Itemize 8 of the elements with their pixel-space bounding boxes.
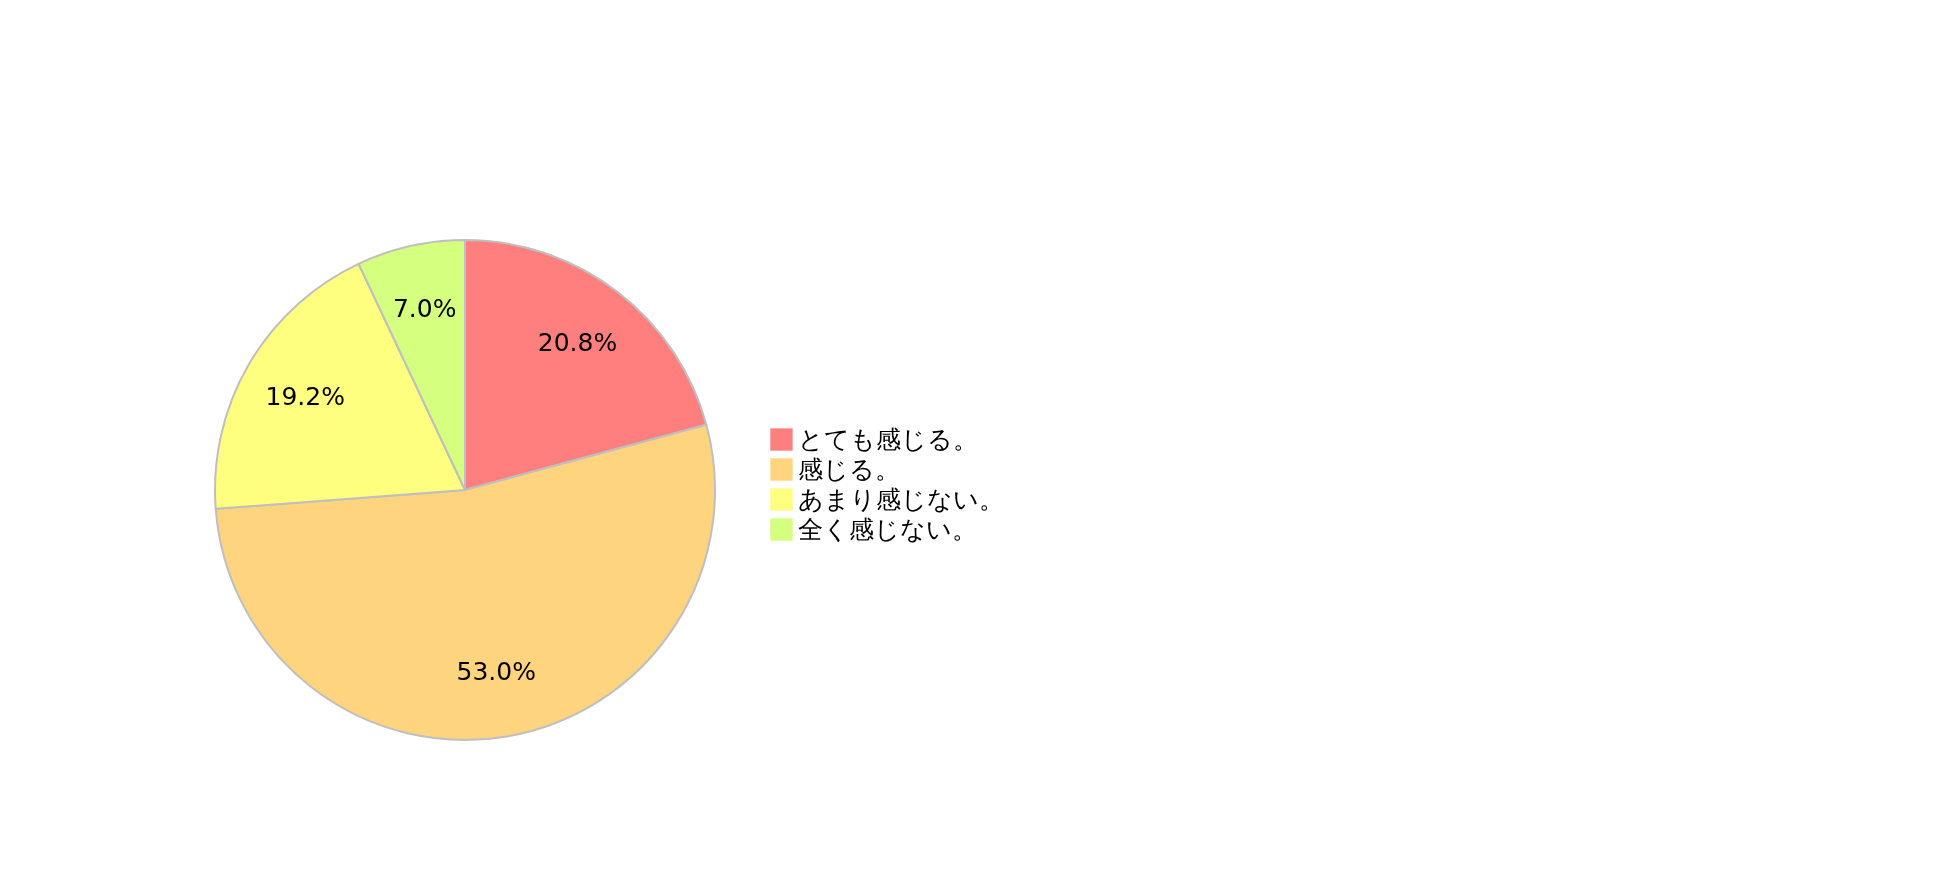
legend-label: あまり感じない。 bbox=[798, 484, 1004, 514]
data-label: 20.8% bbox=[537, 328, 618, 358]
legend-label: 感じる。 bbox=[798, 454, 900, 484]
data-label: 53.0% bbox=[456, 657, 536, 687]
data-label: 19.2% bbox=[265, 381, 345, 411]
legend-label: 全く感じない。 bbox=[798, 514, 977, 544]
data-label: 7.0% bbox=[392, 294, 457, 324]
legend-label: とても感じる。 bbox=[798, 424, 978, 454]
